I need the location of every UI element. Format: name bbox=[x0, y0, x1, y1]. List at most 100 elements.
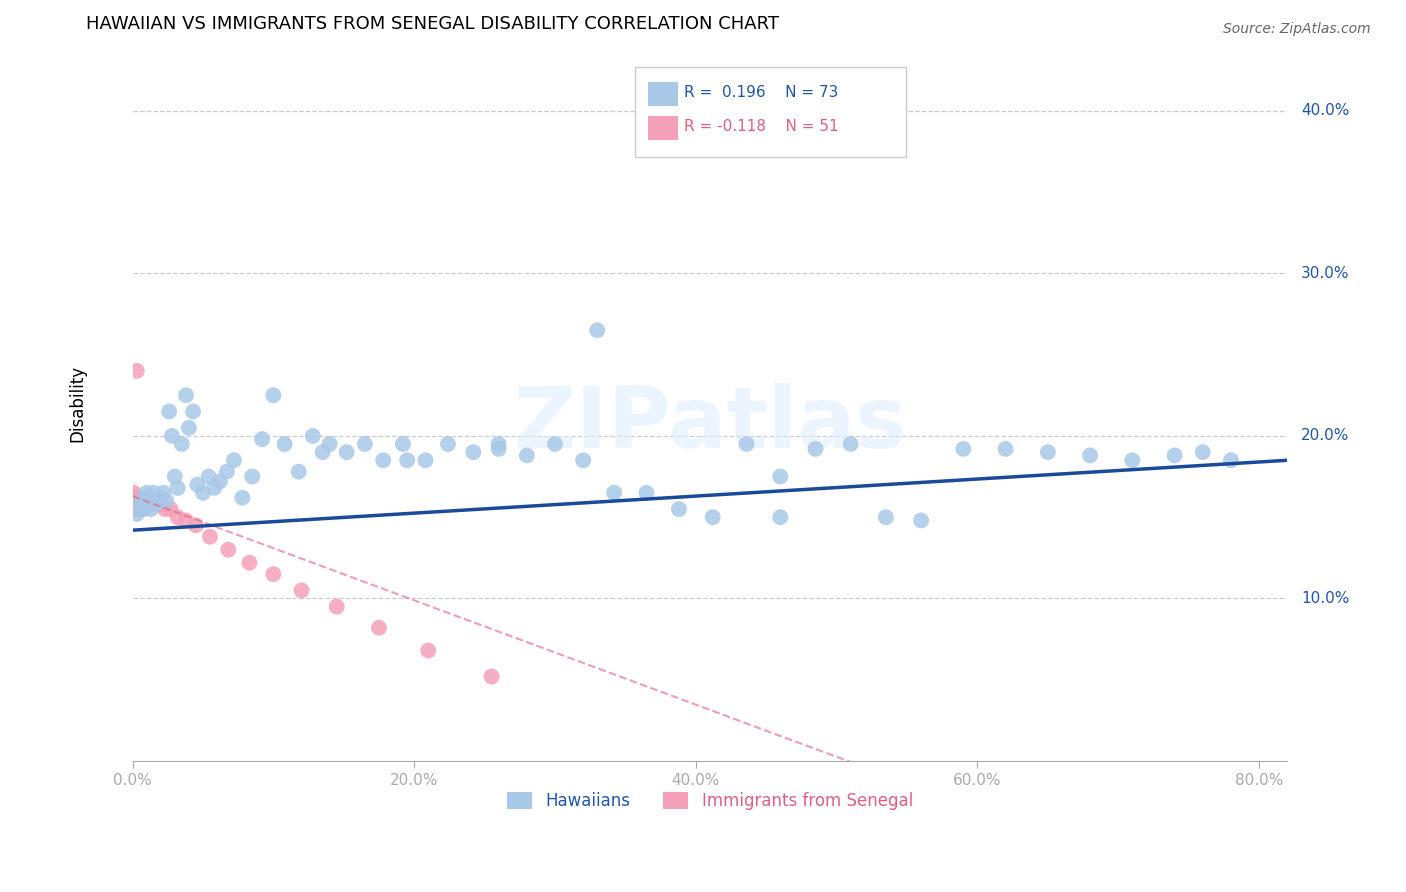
Point bbox=[159, 502, 181, 516]
Point bbox=[143, 497, 166, 511]
Point bbox=[163, 469, 186, 483]
Point bbox=[139, 497, 162, 511]
Point bbox=[516, 449, 538, 463]
Point bbox=[134, 491, 156, 505]
Point bbox=[166, 510, 188, 524]
Point bbox=[202, 481, 225, 495]
Text: 10.0%: 10.0% bbox=[1301, 591, 1350, 606]
Point bbox=[138, 491, 160, 505]
Point bbox=[240, 469, 263, 483]
Point bbox=[325, 599, 347, 614]
Point bbox=[184, 518, 207, 533]
Point bbox=[586, 323, 609, 337]
Text: ZIPatlas: ZIPatlas bbox=[513, 384, 907, 467]
Point bbox=[149, 497, 172, 511]
Point bbox=[336, 445, 359, 459]
Point bbox=[124, 494, 146, 508]
Text: HAWAIIAN VS IMMIGRANTS FROM SENEGAL DISABILITY CORRELATION CHART: HAWAIIAN VS IMMIGRANTS FROM SENEGAL DISA… bbox=[86, 15, 779, 33]
Point bbox=[125, 491, 148, 505]
Point bbox=[127, 491, 149, 505]
Point bbox=[124, 491, 146, 505]
Point bbox=[128, 502, 150, 516]
Point bbox=[804, 442, 827, 456]
Point bbox=[177, 421, 200, 435]
Text: R = -0.118    N = 51: R = -0.118 N = 51 bbox=[685, 119, 839, 134]
Point bbox=[488, 442, 510, 456]
Text: 40.0%: 40.0% bbox=[1301, 103, 1350, 119]
Point bbox=[132, 502, 155, 516]
Point bbox=[769, 510, 792, 524]
Point bbox=[125, 507, 148, 521]
Point bbox=[603, 485, 626, 500]
Point bbox=[146, 494, 169, 508]
Point bbox=[1163, 449, 1185, 463]
Point bbox=[238, 556, 260, 570]
Point bbox=[125, 497, 148, 511]
Point bbox=[396, 453, 419, 467]
Point bbox=[122, 494, 145, 508]
Point bbox=[135, 485, 157, 500]
Point bbox=[198, 530, 221, 544]
Point bbox=[215, 465, 238, 479]
Point bbox=[952, 442, 974, 456]
Point bbox=[636, 485, 658, 500]
Point bbox=[134, 491, 156, 505]
FancyBboxPatch shape bbox=[648, 116, 678, 140]
Point bbox=[1219, 453, 1241, 467]
Point bbox=[129, 497, 152, 511]
Point bbox=[131, 494, 153, 508]
Point bbox=[702, 510, 724, 524]
Legend: Hawaiians, Immigrants from Senegal: Hawaiians, Immigrants from Senegal bbox=[501, 786, 920, 817]
Point bbox=[181, 404, 204, 418]
Text: Disability: Disability bbox=[67, 365, 86, 442]
Point bbox=[910, 513, 932, 527]
Text: 20.0%: 20.0% bbox=[1301, 428, 1350, 443]
Point bbox=[392, 437, 415, 451]
Point bbox=[488, 437, 510, 451]
Point bbox=[174, 513, 197, 527]
Point bbox=[368, 621, 391, 635]
Point bbox=[129, 502, 152, 516]
Point bbox=[208, 475, 231, 489]
Point bbox=[544, 437, 567, 451]
Point bbox=[146, 494, 169, 508]
Point bbox=[128, 497, 150, 511]
Text: Source: ZipAtlas.com: Source: ZipAtlas.com bbox=[1223, 22, 1371, 37]
Point bbox=[122, 485, 145, 500]
Point bbox=[132, 491, 155, 505]
Point bbox=[125, 502, 148, 516]
Point bbox=[262, 567, 284, 582]
Point bbox=[311, 445, 333, 459]
Point bbox=[839, 437, 862, 451]
Point bbox=[287, 465, 309, 479]
Point bbox=[127, 494, 149, 508]
Point bbox=[122, 497, 145, 511]
Point bbox=[127, 497, 149, 511]
Point bbox=[1078, 449, 1101, 463]
Point bbox=[129, 494, 152, 508]
Point bbox=[128, 497, 150, 511]
Point bbox=[132, 497, 155, 511]
Point bbox=[128, 491, 150, 505]
Point bbox=[318, 437, 340, 451]
FancyBboxPatch shape bbox=[648, 82, 678, 106]
Point bbox=[437, 437, 460, 451]
Point bbox=[354, 437, 377, 451]
Point bbox=[875, 510, 897, 524]
Point bbox=[125, 364, 148, 378]
Point bbox=[186, 477, 208, 491]
Point bbox=[170, 437, 193, 451]
FancyBboxPatch shape bbox=[636, 67, 907, 157]
Point bbox=[166, 481, 188, 495]
Point bbox=[994, 442, 1017, 456]
Point bbox=[572, 453, 595, 467]
Point bbox=[1036, 445, 1059, 459]
Point bbox=[136, 497, 159, 511]
Text: 30.0%: 30.0% bbox=[1301, 266, 1350, 281]
Point bbox=[135, 497, 157, 511]
Point bbox=[124, 502, 146, 516]
Point bbox=[152, 485, 174, 500]
Point bbox=[174, 388, 197, 402]
Point bbox=[481, 669, 503, 683]
Point bbox=[735, 437, 758, 451]
